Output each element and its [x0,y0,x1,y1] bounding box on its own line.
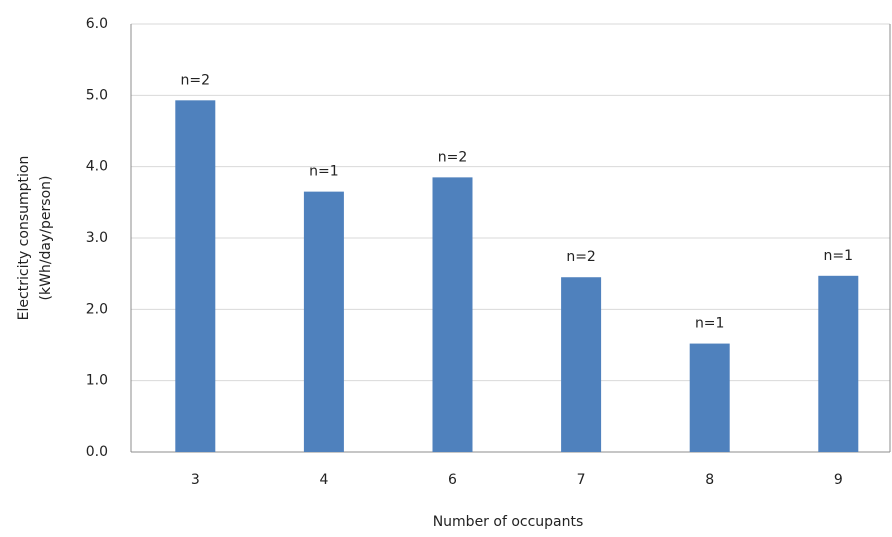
y-tick-label: 6.0 [86,16,108,32]
y-tick-label: 1.0 [86,373,108,389]
bar [561,277,602,452]
y-tick-label: 0.0 [86,444,108,460]
bar-annotation: n=1 [309,164,339,180]
x-tick-label: 7 [577,472,586,488]
bar-annotation: n=2 [438,149,468,165]
bar [303,191,344,452]
bar [818,275,859,452]
bar [689,343,730,452]
x-axis-label: Number of occupants [433,514,584,530]
bar-annotation: n=2 [566,249,596,265]
y-axis-label: (kWh/day/person) [38,176,54,301]
y-tick-label: 5.0 [86,87,108,103]
bar [175,100,216,453]
bar-annotation: n=2 [181,72,211,88]
y-axis-label: Electricity consumption [16,156,32,321]
x-tick-label: 3 [191,472,200,488]
bar-annotation: n=1 [695,316,725,332]
x-tick-label: 6 [448,472,457,488]
bar [432,177,473,452]
y-tick-label: 3.0 [86,230,108,246]
x-tick-label: 4 [319,472,328,488]
x-tick-label: 8 [705,472,714,488]
x-tick-label: 9 [834,472,843,488]
bar-annotation: n=1 [824,248,854,264]
y-tick-label: 4.0 [86,159,108,175]
y-tick-label: 2.0 [86,301,108,317]
